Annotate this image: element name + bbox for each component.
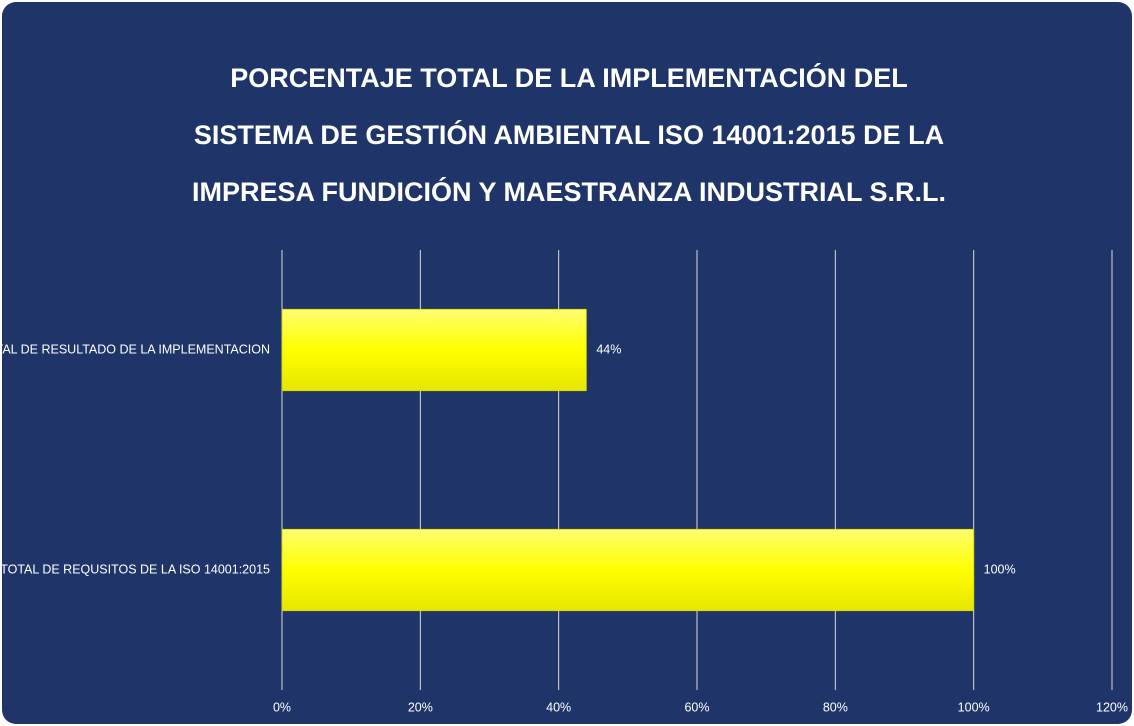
- x-tick-label: 0%: [273, 700, 291, 714]
- data-label: 100%: [984, 562, 1016, 576]
- x-tick-label: 60%: [684, 700, 709, 714]
- chart-title: PORCENTAJE TOTAL DE LA IMPLEMENTACIÓN DE…: [191, 63, 947, 207]
- bar: [281, 308, 587, 392]
- x-tick-label: 120%: [1096, 700, 1128, 714]
- x-tick-label: 20%: [408, 700, 433, 714]
- data-label: 44%: [596, 342, 621, 356]
- y-tick-label: TOTAL DE REQUSITOS DE LA ISO 14001:2015: [2, 562, 270, 576]
- x-tick-label: 100%: [958, 700, 990, 714]
- x-tick-label: 80%: [823, 700, 848, 714]
- y-tick-label: TOTAL DE RESULTADO DE LA IMPLEMENTACION: [2, 342, 270, 356]
- x-tick-label: 40%: [546, 700, 571, 714]
- bar: [281, 528, 975, 612]
